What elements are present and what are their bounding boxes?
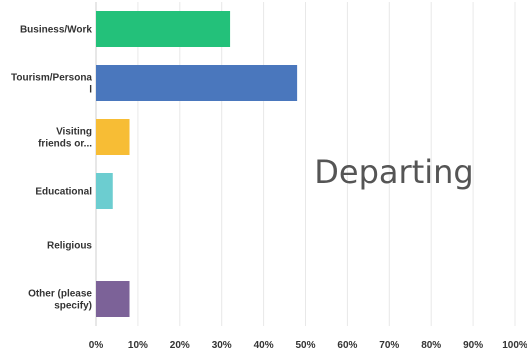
x-tick-label: 60% xyxy=(337,340,357,351)
bar xyxy=(96,11,231,47)
bars xyxy=(96,11,298,317)
category-label: Tourism/Persona l xyxy=(11,73,92,96)
bar xyxy=(96,281,130,317)
x-axis-tick-labels: 0% 10% 20% 30% 40% 50% 60% 70% 80% 90% 100% xyxy=(89,340,527,351)
category-label: Other (please specify) xyxy=(28,289,92,312)
x-tick-label: 10% xyxy=(128,340,148,351)
category-label: Religious xyxy=(47,241,92,252)
category-labels: Business/Work Tourism/Persona l Visiting fri… xyxy=(11,25,92,312)
x-tick-label: 20% xyxy=(170,340,190,351)
bar xyxy=(96,119,130,155)
bar xyxy=(96,173,113,209)
x-tick-label: 0% xyxy=(89,340,104,351)
x-tick-label: 80% xyxy=(421,340,441,351)
x-tick-label: 90% xyxy=(463,340,483,351)
x-tick-label: 30% xyxy=(212,340,232,351)
x-tick-label: 100% xyxy=(502,340,527,351)
category-label: Visiting friends or... xyxy=(38,127,92,150)
category-label: Business/Work xyxy=(20,25,92,36)
bar xyxy=(96,65,298,101)
x-tick-label: 40% xyxy=(254,340,274,351)
departing-annotation: Departing xyxy=(314,153,473,191)
gridlines xyxy=(95,2,516,326)
category-label: Educational xyxy=(35,187,92,198)
x-tick-label: 50% xyxy=(295,340,315,351)
x-tick-label: 70% xyxy=(379,340,399,351)
